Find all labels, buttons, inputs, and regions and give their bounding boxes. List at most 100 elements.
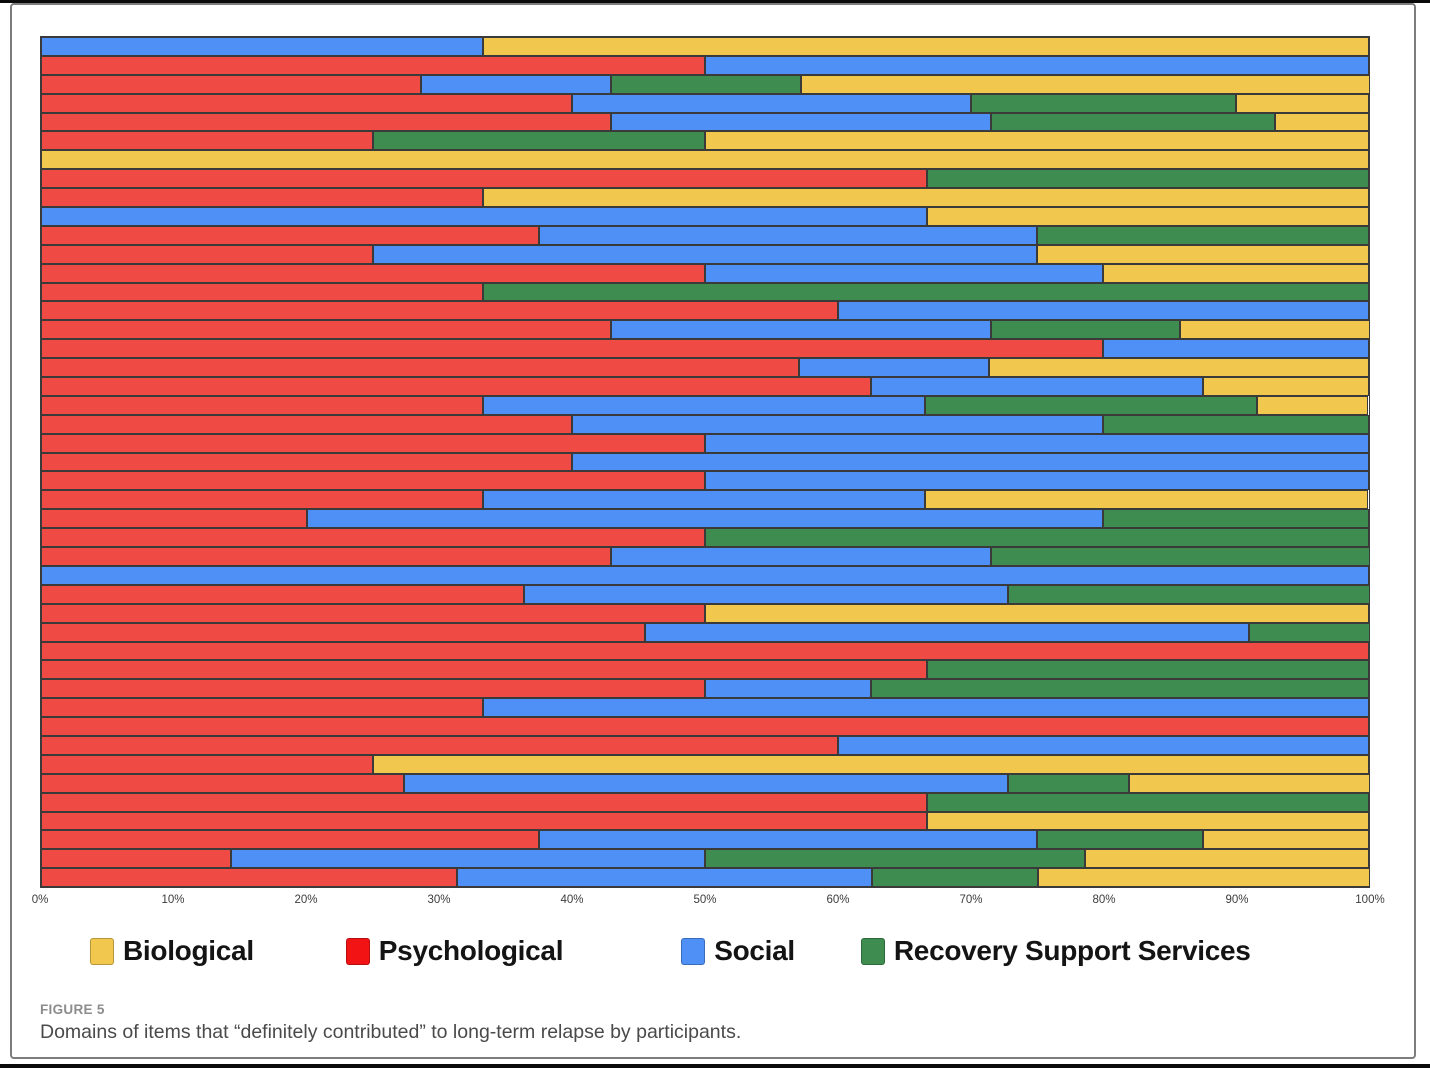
bar-row xyxy=(41,150,1369,170)
bar-segment-social xyxy=(539,225,1037,245)
bar-segment-psychological xyxy=(41,698,484,718)
bar-segment-biological xyxy=(705,603,1369,623)
bar-segment-psychological xyxy=(41,471,705,491)
bar-segment-biological xyxy=(1274,112,1369,132)
bar-segment-social xyxy=(705,433,1369,453)
bar-segment-recovery_support_services xyxy=(1103,509,1369,529)
bar-segment-psychological xyxy=(41,792,927,812)
x-axis-tick-label: 60% xyxy=(826,894,850,906)
bar-segment-psychological xyxy=(41,452,573,472)
x-axis-tick-label: 50% xyxy=(693,894,717,906)
x-axis-tick-label: 100% xyxy=(1355,894,1385,906)
bar-segment-recovery_support_services xyxy=(990,547,1369,566)
bar-segment-psychological xyxy=(41,811,927,831)
bar-segment-biological xyxy=(925,490,1368,510)
bar-segment-social xyxy=(837,735,1369,755)
legend-label: Psychological xyxy=(378,935,564,966)
bar-segment-psychological xyxy=(41,414,573,434)
bar-segment-biological xyxy=(1128,773,1369,793)
bar-segment-social xyxy=(705,679,871,699)
bar-segment-social xyxy=(524,584,1008,604)
bar-row xyxy=(41,93,1369,113)
bar-segment-biological xyxy=(800,74,1369,94)
bar-row xyxy=(41,622,1369,642)
bar-row xyxy=(41,244,1369,264)
bar-row xyxy=(41,74,1369,94)
bar-segment-recovery_support_services xyxy=(926,660,1369,680)
bar-segment-social xyxy=(610,320,991,340)
bar-segment-recovery_support_services xyxy=(704,849,1085,869)
bar-segment-psychological xyxy=(41,339,1104,359)
legend-swatch-biological xyxy=(90,937,114,965)
bar-segment-recovery_support_services xyxy=(1249,622,1369,642)
bar-row xyxy=(41,112,1369,132)
legend-label: Biological xyxy=(123,935,254,966)
bar-segment-biological xyxy=(1180,320,1369,340)
legend-swatch-social xyxy=(681,937,706,965)
bar-segment-recovery_support_services xyxy=(705,528,1369,548)
bar-segment-psychological xyxy=(41,679,705,699)
bar-segment-biological xyxy=(1203,830,1369,850)
bar-segment-social xyxy=(705,471,1369,491)
bar-segment-psychological xyxy=(41,188,484,208)
bar-row xyxy=(41,868,1369,887)
bar-segment-psychological xyxy=(41,320,611,340)
bar-segment-biological xyxy=(705,131,1369,151)
bar-segment-biological xyxy=(926,207,1369,226)
figure-label: FIGURE 5 xyxy=(40,1002,105,1017)
bar-segment-recovery_support_services xyxy=(1037,225,1369,245)
bar-segment-biological xyxy=(1257,395,1368,415)
bar-segment-psychological xyxy=(41,433,705,453)
bar-segment-psychological xyxy=(41,395,484,415)
bar-segment-social xyxy=(420,74,611,94)
bar-segment-social xyxy=(572,93,971,113)
bar-segment-biological xyxy=(1203,377,1369,396)
bar-row xyxy=(41,301,1369,321)
x-axis-tick-label: 30% xyxy=(427,894,451,906)
bar-segment-biological xyxy=(1236,93,1369,113)
bar-segment-social xyxy=(483,395,926,415)
bar-row xyxy=(41,735,1369,755)
figure-caption: Domains of items that “definitely contri… xyxy=(40,1021,742,1043)
bar-segment-psychological xyxy=(41,547,611,566)
bar-segment-psychological xyxy=(41,641,1369,661)
bar-segment-psychological xyxy=(41,622,646,642)
bar-row xyxy=(41,849,1369,869)
bar-row xyxy=(41,169,1369,189)
bar-row xyxy=(41,754,1369,774)
bar-row xyxy=(41,37,1369,56)
bar-segment-psychological xyxy=(41,74,421,94)
bar-segment-social xyxy=(483,698,1369,718)
bar-row xyxy=(41,358,1369,378)
bar-segment-social xyxy=(871,377,1203,396)
bar-segment-biological xyxy=(483,188,1369,208)
bar-segment-recovery_support_services xyxy=(1007,584,1369,604)
bar-segment-social xyxy=(837,301,1369,321)
bar-segment-social xyxy=(610,112,991,132)
bar-segment-social xyxy=(230,849,705,869)
bar-row xyxy=(41,414,1369,434)
bar-row xyxy=(41,395,1369,415)
bar-row xyxy=(41,565,1369,585)
bar-segment-recovery_support_services xyxy=(925,395,1258,415)
bar-segment-social xyxy=(373,244,1037,264)
x-axis-tick-label: 90% xyxy=(1225,894,1249,906)
bar-segment-biological xyxy=(1037,244,1369,264)
legend-swatch-psychological xyxy=(345,937,370,965)
legend-item-psychological: Psychological xyxy=(345,935,564,967)
bar-segment-social xyxy=(1103,339,1369,359)
bar-segment-biological xyxy=(1084,849,1369,869)
legend-label: Social xyxy=(714,935,795,966)
bar-row xyxy=(41,528,1369,548)
bar-segment-recovery_support_services xyxy=(871,679,1369,699)
bar-segment-psychological xyxy=(41,244,373,264)
bar-segment-social xyxy=(41,565,1369,585)
x-axis-tick-label: 20% xyxy=(294,894,318,906)
bar-row xyxy=(41,698,1369,718)
bar-row xyxy=(41,452,1369,472)
bar-segment-recovery_support_services xyxy=(483,282,1369,302)
legend-swatch-recovery_support_services xyxy=(860,937,885,965)
bar-row xyxy=(41,131,1369,151)
chart-legend: Biological Psychological Social Recovery Su… xyxy=(0,931,1430,971)
bar-segment-psychological xyxy=(41,509,307,529)
